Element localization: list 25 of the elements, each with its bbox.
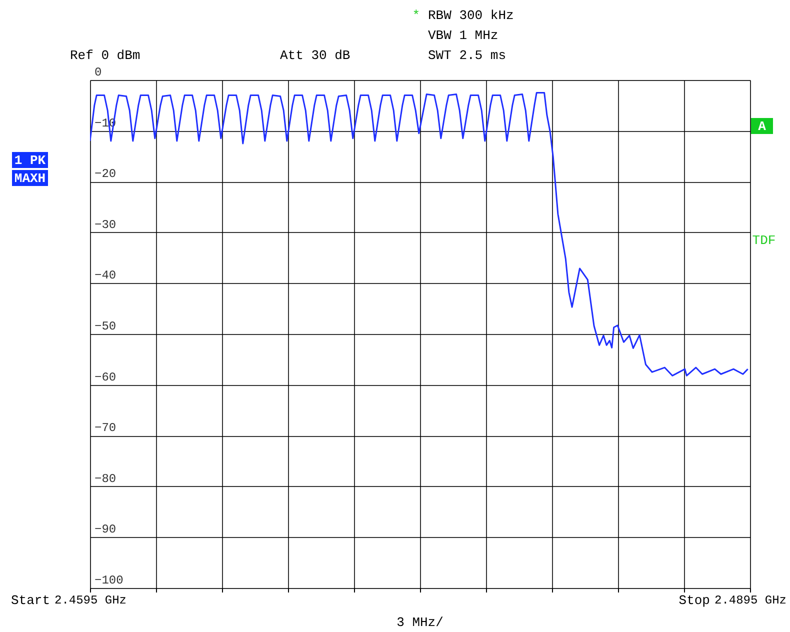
y-tick-label: −20 bbox=[94, 167, 116, 182]
text: 3 MHz/ bbox=[396, 615, 444, 630]
x-tick-label: 2.4595 GHz bbox=[54, 594, 127, 608]
y-tick-label: −60 bbox=[94, 370, 116, 384]
text: TDF bbox=[752, 233, 776, 248]
text: MAXH bbox=[14, 171, 46, 186]
text: Start bbox=[10, 593, 50, 608]
y-tick-label: −40 bbox=[94, 268, 116, 283]
y-tick-label: −50 bbox=[94, 320, 116, 334]
text: VBW 1 MHz bbox=[428, 28, 498, 43]
y-tick-label: −100 bbox=[94, 574, 124, 588]
text: A bbox=[758, 119, 766, 134]
y-tick-label: −70 bbox=[94, 421, 116, 436]
y-tick-label: −30 bbox=[94, 218, 116, 232]
text: Ref 0 dBm bbox=[70, 48, 140, 63]
y-tick-label: 0 bbox=[94, 66, 102, 80]
text: Att 30 dB bbox=[280, 48, 350, 63]
y-tick-label: −90 bbox=[94, 522, 116, 537]
text: * bbox=[412, 8, 420, 23]
text: Stop bbox=[678, 593, 710, 608]
text: SWT 2.5 ms bbox=[428, 48, 506, 63]
x-tick-label: 2.4895 GHz bbox=[714, 594, 787, 608]
y-tick-label: −80 bbox=[94, 472, 116, 486]
text: RBW 300 kHz bbox=[428, 8, 514, 23]
text: 1 PK bbox=[14, 153, 46, 168]
